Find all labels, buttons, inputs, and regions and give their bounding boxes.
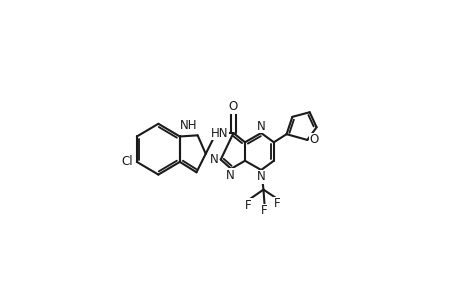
Text: N: N [225,169,234,182]
Text: NH: NH [180,119,197,132]
Text: HN: HN [210,127,228,140]
Text: N: N [209,153,218,166]
Text: F: F [261,204,267,218]
Text: O: O [309,134,318,146]
Text: F: F [245,199,251,212]
Text: F: F [274,197,280,210]
Text: Cl: Cl [122,155,133,168]
Text: O: O [228,100,238,113]
Text: N: N [256,120,265,133]
Text: N: N [256,170,265,183]
